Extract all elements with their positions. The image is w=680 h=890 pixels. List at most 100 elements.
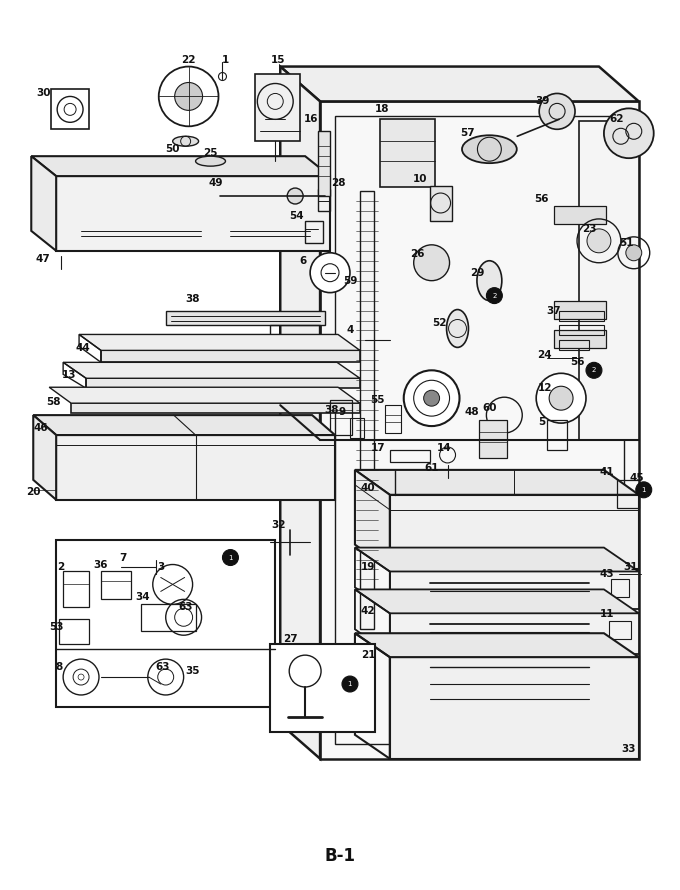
Bar — [617, 480, 639, 507]
Text: 30: 30 — [36, 88, 50, 99]
Bar — [430, 186, 452, 221]
Text: 5: 5 — [539, 417, 546, 427]
Ellipse shape — [196, 156, 226, 166]
Text: 14: 14 — [437, 443, 452, 453]
Polygon shape — [390, 613, 639, 654]
Text: 52: 52 — [432, 318, 447, 328]
Text: 10: 10 — [413, 174, 427, 184]
Text: 1: 1 — [641, 487, 646, 493]
Polygon shape — [280, 67, 320, 758]
Bar — [559, 341, 589, 351]
Polygon shape — [86, 378, 360, 388]
Text: 1: 1 — [228, 554, 233, 561]
Bar — [554, 330, 606, 348]
Text: 45: 45 — [630, 473, 644, 483]
Bar — [330, 400, 352, 435]
Circle shape — [537, 373, 586, 423]
Text: 41: 41 — [600, 467, 614, 477]
Text: 55: 55 — [371, 395, 385, 405]
Circle shape — [310, 253, 350, 293]
Text: B-1: B-1 — [324, 847, 356, 865]
Bar — [385, 405, 401, 433]
Polygon shape — [33, 415, 56, 500]
Text: 4: 4 — [346, 326, 354, 336]
Text: 34: 34 — [135, 593, 150, 603]
Circle shape — [158, 67, 218, 126]
Bar — [559, 311, 604, 320]
Circle shape — [287, 188, 303, 204]
Text: 56: 56 — [570, 358, 584, 368]
Polygon shape — [355, 470, 639, 495]
Text: 26: 26 — [411, 249, 425, 259]
Polygon shape — [79, 335, 360, 351]
Text: 19: 19 — [360, 562, 375, 572]
Text: 20: 20 — [26, 487, 41, 497]
Text: 46: 46 — [34, 423, 48, 433]
Text: 8: 8 — [56, 662, 63, 672]
Text: 36: 36 — [94, 560, 108, 570]
Circle shape — [636, 481, 651, 498]
Text: 29: 29 — [471, 268, 485, 278]
Text: 23: 23 — [581, 224, 596, 234]
Polygon shape — [318, 132, 330, 196]
Text: 49: 49 — [208, 178, 223, 188]
Text: 13: 13 — [62, 370, 76, 380]
Circle shape — [604, 109, 653, 158]
Text: 1: 1 — [347, 681, 352, 687]
Bar — [559, 326, 604, 336]
Polygon shape — [256, 74, 300, 142]
Text: 28: 28 — [330, 178, 345, 188]
Circle shape — [587, 229, 611, 253]
Text: 16: 16 — [304, 114, 318, 125]
Ellipse shape — [462, 135, 517, 163]
Text: 48: 48 — [464, 407, 479, 417]
Polygon shape — [101, 351, 360, 362]
Circle shape — [424, 390, 439, 406]
Text: 31: 31 — [624, 562, 638, 572]
Circle shape — [413, 245, 449, 280]
Text: 44: 44 — [75, 344, 90, 353]
Bar — [305, 221, 323, 243]
Text: 2: 2 — [592, 368, 596, 373]
Polygon shape — [390, 571, 639, 610]
Polygon shape — [71, 403, 360, 413]
Polygon shape — [390, 495, 639, 570]
Text: 39: 39 — [535, 96, 549, 107]
Circle shape — [404, 370, 460, 426]
Text: 38: 38 — [186, 294, 200, 303]
Text: 61: 61 — [424, 463, 439, 473]
Text: 2: 2 — [492, 293, 496, 299]
Circle shape — [175, 83, 203, 110]
Text: 2: 2 — [58, 562, 65, 572]
Polygon shape — [355, 547, 639, 571]
Polygon shape — [49, 387, 360, 403]
Polygon shape — [320, 101, 639, 758]
Text: 1: 1 — [222, 54, 229, 65]
Ellipse shape — [447, 310, 469, 347]
Polygon shape — [355, 470, 390, 570]
Text: 63: 63 — [178, 603, 193, 612]
Circle shape — [486, 287, 503, 303]
Bar — [380, 119, 435, 187]
Bar — [51, 90, 89, 129]
Polygon shape — [280, 67, 639, 101]
Ellipse shape — [173, 136, 199, 146]
Text: 43: 43 — [600, 570, 614, 579]
Polygon shape — [579, 121, 639, 440]
Bar — [554, 301, 606, 319]
Text: 53: 53 — [49, 622, 63, 632]
Polygon shape — [390, 657, 639, 758]
Ellipse shape — [432, 471, 447, 479]
Circle shape — [222, 549, 239, 565]
Text: 25: 25 — [203, 149, 218, 158]
Ellipse shape — [477, 261, 502, 301]
Text: 12: 12 — [538, 384, 552, 393]
Text: 22: 22 — [182, 54, 196, 65]
Text: 6: 6 — [299, 255, 307, 266]
Text: 11: 11 — [600, 610, 614, 619]
Text: 63: 63 — [156, 662, 170, 672]
Text: 57: 57 — [460, 128, 475, 138]
Circle shape — [549, 386, 573, 410]
Text: 37: 37 — [547, 305, 562, 316]
Text: 47: 47 — [36, 254, 50, 263]
